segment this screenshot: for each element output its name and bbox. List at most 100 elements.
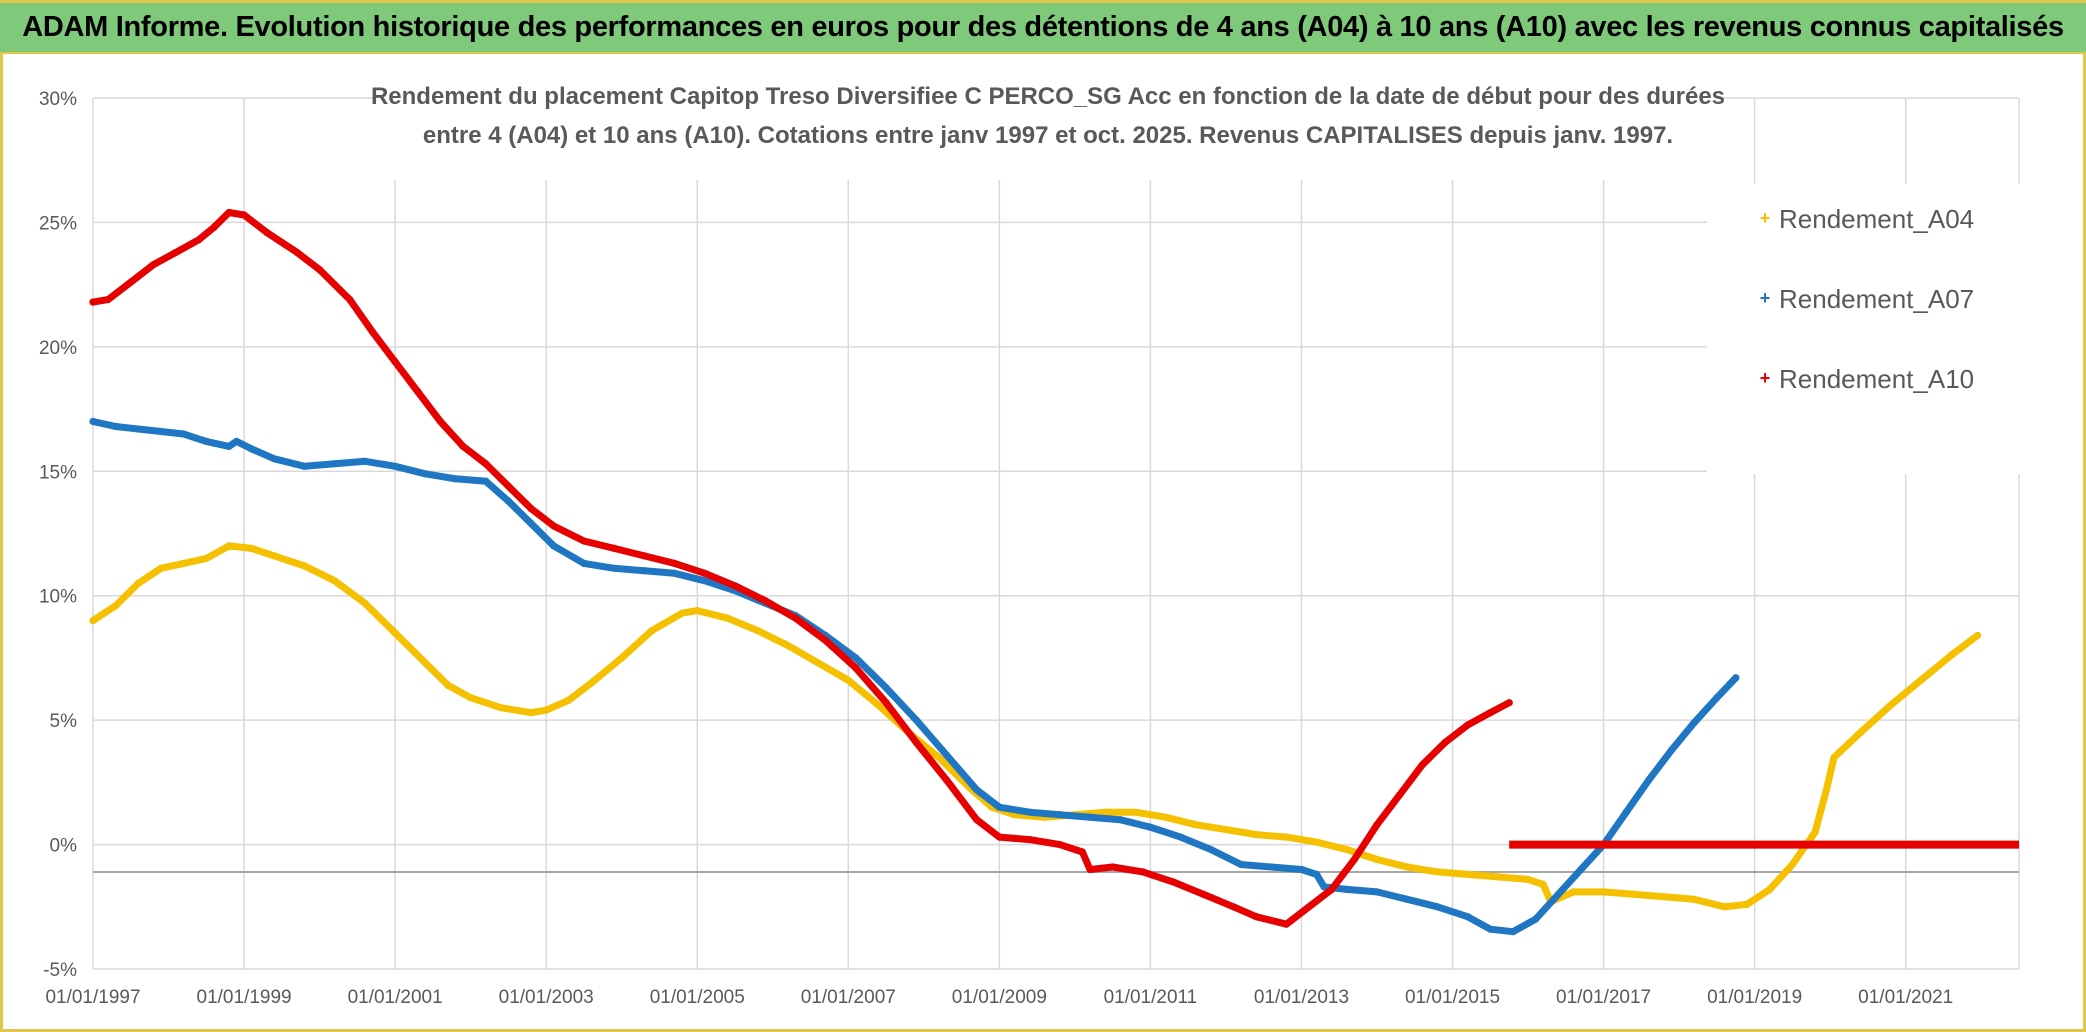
data-point-rendement_a04 bbox=[678, 609, 686, 617]
data-point-rendement_a10 bbox=[1139, 868, 1147, 876]
data-point-rendement_a04 bbox=[1788, 860, 1796, 869]
data-point-rendement_a10 bbox=[1078, 848, 1086, 856]
x-tick-label: 01/01/2009 bbox=[952, 987, 1047, 1008]
data-point-rendement_a07 bbox=[504, 497, 512, 505]
data-point-rendement_a07 bbox=[1086, 813, 1094, 821]
data-point-rendement_a10 bbox=[791, 614, 800, 622]
data-point-rendement_a10 bbox=[391, 358, 399, 366]
data-point-rendement_a04 bbox=[1494, 873, 1502, 881]
legend-marker-rendement_a07: + bbox=[1760, 288, 1771, 308]
data-point-rendement_a04 bbox=[1433, 868, 1441, 876]
data-point-rendement_a10 bbox=[436, 417, 444, 426]
data-point-rendement_a10 bbox=[580, 537, 588, 545]
x-tick-label: 01/01/1999 bbox=[197, 987, 292, 1008]
data-point-rendement_a04 bbox=[202, 554, 210, 562]
data-point-rendement_a04 bbox=[1600, 888, 1608, 896]
data-point-rendement_a10 bbox=[527, 505, 535, 513]
data-point-rendement_a04 bbox=[1569, 888, 1577, 896]
x-tick-label: 01/01/2021 bbox=[1858, 987, 1953, 1008]
data-point-rendement_a04 bbox=[89, 617, 97, 625]
legend-label-rendement_a07: Rendement_A07 bbox=[1779, 284, 1974, 314]
data-point-rendement_a07 bbox=[300, 462, 309, 470]
x-tick-label: 01/01/2001 bbox=[348, 987, 443, 1008]
data-point-rendement_a04 bbox=[935, 753, 943, 762]
data-point-rendement_a07 bbox=[550, 542, 558, 550]
data-point-rendement_a04 bbox=[1539, 880, 1547, 889]
data-point-rendement_a07 bbox=[134, 425, 142, 433]
data-point-rendement_a10 bbox=[195, 236, 203, 244]
data-point-rendement_a10 bbox=[671, 559, 679, 567]
data-point-rendement_a04 bbox=[1192, 821, 1200, 829]
data-point-rendement_a07 bbox=[1732, 674, 1740, 682]
x-tick-label: 01/01/2011 bbox=[1104, 987, 1198, 1008]
data-point-rendement_a10 bbox=[1373, 821, 1381, 829]
data-point-rendement_a07 bbox=[1403, 895, 1411, 903]
data-point-rendement_a10 bbox=[240, 211, 248, 219]
data-point-rendement_a04 bbox=[784, 641, 792, 650]
data-point-rendement_a10 bbox=[610, 544, 618, 552]
data-point-rendement_a10 bbox=[459, 442, 467, 450]
data-point-rendement_a10 bbox=[1199, 890, 1207, 898]
data-point-rendement_a10 bbox=[1441, 738, 1449, 747]
data-point-rendement_a07 bbox=[1622, 808, 1630, 816]
data-point-rendement_a04 bbox=[1947, 651, 1955, 660]
data-point-rendement_a04 bbox=[112, 602, 120, 610]
data-point-rendement_a07 bbox=[180, 430, 188, 438]
data-point-rendement_a10 bbox=[1486, 709, 1494, 717]
chart-title-line-1: Rendement du placement Capitop Treso Div… bbox=[371, 83, 1725, 110]
data-point-rendement_a04 bbox=[157, 564, 165, 572]
data-point-rendement_a04 bbox=[1282, 833, 1290, 841]
data-point-rendement_a07 bbox=[852, 654, 860, 662]
data-point-rendement_a04 bbox=[497, 704, 505, 712]
data-point-rendement_a04 bbox=[1830, 753, 1838, 762]
data-point-rendement_a10 bbox=[346, 296, 354, 304]
chart-title-line-2: entre 4 (A04) et 10 ans (A10). Cotations… bbox=[423, 122, 1673, 149]
data-point-rendement_a10 bbox=[149, 261, 157, 269]
data-point-rendement_a04 bbox=[1464, 870, 1472, 879]
data-point-rendement_a07 bbox=[112, 422, 120, 431]
data-point-rendement_a04 bbox=[844, 676, 852, 684]
data-point-rendement_a04 bbox=[1887, 701, 1895, 709]
legend-background bbox=[1707, 184, 2023, 474]
data-point-rendement_a07 bbox=[1343, 885, 1351, 894]
data-point-rendement_a07 bbox=[942, 751, 951, 759]
data-point-rendement_a07 bbox=[1237, 860, 1245, 869]
data-point-rendement_a04 bbox=[467, 694, 475, 702]
data-point-rendement_a07 bbox=[1668, 746, 1676, 754]
data-point-rendement_a07 bbox=[1713, 694, 1721, 702]
data-point-rendement_a07 bbox=[1267, 863, 1275, 871]
data-point-rendement_a10 bbox=[1026, 836, 1034, 844]
y-tick-label: 5% bbox=[50, 711, 78, 732]
x-tick-label: 01/01/2003 bbox=[499, 987, 594, 1008]
y-tick-label: 25% bbox=[39, 213, 77, 234]
series-line-rendement_a10 bbox=[89, 209, 1513, 928]
data-point-rendement_a07 bbox=[482, 477, 490, 485]
data-point-rendement_a04 bbox=[1131, 808, 1139, 816]
data-point-rendement_a04 bbox=[248, 544, 256, 552]
data-point-rendement_a04 bbox=[527, 709, 535, 717]
legend-marker-rendement_a04: + bbox=[1760, 208, 1771, 228]
data-point-rendement_a10 bbox=[1169, 878, 1177, 886]
data-point-rendement_a10 bbox=[942, 776, 951, 784]
series-line-rendement_a07 bbox=[89, 418, 1740, 936]
data-point-rendement_a10 bbox=[731, 582, 739, 590]
data-point-rendement_a07 bbox=[1554, 890, 1562, 898]
data-point-rendement_a07 bbox=[1177, 833, 1185, 841]
legend-label-rendement_a04: Rendement_A04 bbox=[1779, 204, 1974, 234]
data-point-rendement_a04 bbox=[1373, 855, 1381, 864]
data-point-rendement_a10 bbox=[89, 298, 97, 306]
data-point-rendement_a04 bbox=[754, 627, 762, 635]
data-point-rendement_a10 bbox=[225, 208, 233, 217]
data-point-rendement_a04 bbox=[1161, 813, 1170, 821]
data-point-rendement_a04 bbox=[648, 627, 656, 635]
y-tick-label: 30% bbox=[39, 89, 77, 110]
data-point-rendement_a04 bbox=[565, 696, 573, 704]
data-point-rendement_a07 bbox=[1207, 845, 1215, 854]
data-point-rendement_a07 bbox=[1313, 870, 1321, 879]
data-point-rendement_a10 bbox=[263, 228, 271, 236]
data-point-rendement_a04 bbox=[1822, 786, 1830, 794]
data-point-rendement_a10 bbox=[640, 552, 649, 560]
data-point-rendement_a10 bbox=[1109, 863, 1117, 871]
data-point-rendement_a10 bbox=[172, 248, 180, 256]
data-point-rendement_a04 bbox=[814, 659, 822, 667]
